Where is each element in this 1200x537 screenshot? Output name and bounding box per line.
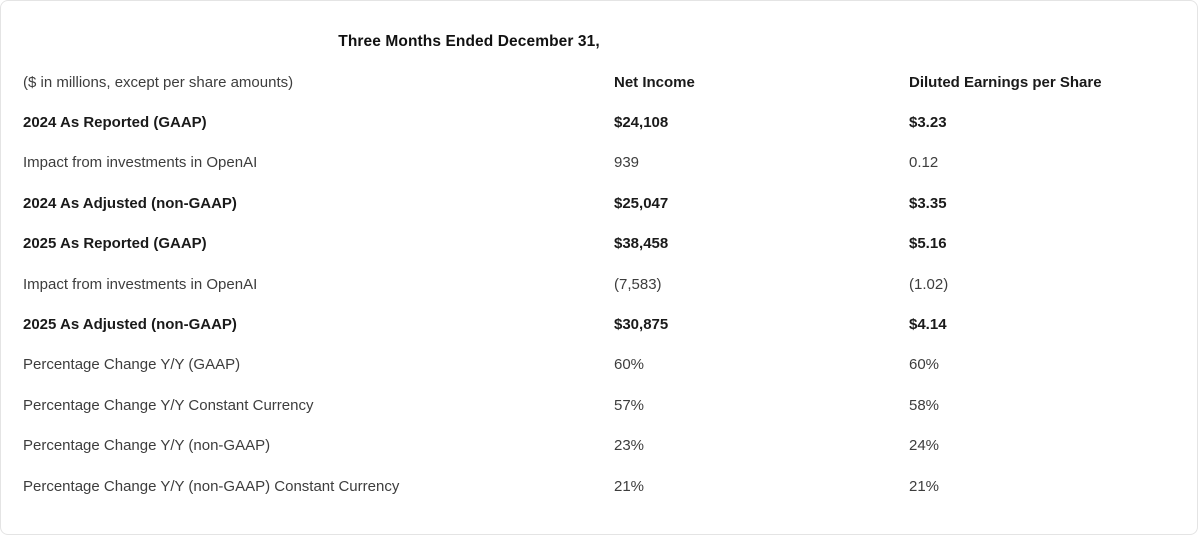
row-label: 2025 As Reported (GAAP) — [23, 235, 207, 253]
net-income-value: 57% — [614, 396, 645, 414]
net-income-value: 21% — [614, 477, 645, 495]
table-row: 2024 As Reported (GAAP) $24,108 $3.23 — [1, 102, 1197, 142]
table-row: 2024 As Adjusted (non-GAAP) $25,047 $3.3… — [1, 183, 1197, 223]
row-label: Percentage Change Y/Y (non-GAAP) Constan… — [23, 477, 400, 495]
table-row: Percentage Change Y/Y Constant Currency … — [1, 385, 1197, 425]
net-income-value: 60% — [614, 356, 645, 374]
diluted-eps-value: 60% — [909, 356, 940, 374]
column-header-net-income: Net Income — [614, 73, 695, 91]
row-label: 2024 As Reported (GAAP) — [23, 114, 207, 132]
net-income-value: $25,047 — [614, 194, 669, 212]
table-row: Percentage Change Y/Y (non-GAAP) Constan… — [1, 466, 1197, 506]
diluted-eps-value: 58% — [909, 396, 940, 414]
table-row: Impact from investments in OpenAI 939 0.… — [1, 143, 1197, 183]
diluted-eps-value: $5.16 — [909, 235, 947, 253]
table-header-row: ($ in millions, except per share amounts… — [1, 62, 1197, 102]
net-income-value: $30,875 — [614, 316, 669, 334]
table-row: Percentage Change Y/Y (non-GAAP) 23% 24% — [1, 426, 1197, 466]
row-label: Impact from investments in OpenAI — [23, 154, 258, 172]
row-label: Percentage Change Y/Y Constant Currency — [23, 396, 314, 414]
diluted-eps-value: $3.23 — [909, 114, 947, 132]
page-title: Three Months Ended December 31, — [338, 33, 600, 50]
diluted-eps-value: $3.35 — [909, 194, 947, 212]
net-income-value: 939 — [614, 154, 640, 172]
table-row: Percentage Change Y/Y (GAAP) 60% 60% — [1, 345, 1197, 385]
row-label: Percentage Change Y/Y (non-GAAP) — [23, 437, 271, 455]
diluted-eps-value: (1.02) — [909, 275, 949, 293]
net-income-value: (7,583) — [614, 275, 662, 293]
units-note: ($ in millions, except per share amounts… — [23, 73, 294, 91]
diluted-eps-value: 24% — [909, 437, 940, 455]
row-label: 2024 As Adjusted (non-GAAP) — [23, 194, 237, 212]
diluted-eps-value: 21% — [909, 477, 940, 495]
row-label: Impact from investments in OpenAI — [23, 275, 258, 293]
table-row: 2025 As Adjusted (non-GAAP) $30,875 $4.1… — [1, 304, 1197, 344]
net-income-value: $24,108 — [614, 114, 669, 132]
table-body: 2024 As Reported (GAAP) $24,108 $3.23 Im… — [1, 102, 1197, 506]
table-row: Impact from investments in OpenAI (7,583… — [1, 264, 1197, 304]
row-label: Percentage Change Y/Y (GAAP) — [23, 356, 241, 374]
net-income-value: $38,458 — [614, 235, 669, 253]
net-income-value: 23% — [614, 437, 645, 455]
diluted-eps-value: $4.14 — [909, 316, 947, 334]
row-label: 2025 As Adjusted (non-GAAP) — [23, 316, 237, 334]
table-row: 2025 As Reported (GAAP) $38,458 $5.16 — [1, 224, 1197, 264]
column-header-diluted-eps: Diluted Earnings per Share — [909, 73, 1102, 91]
diluted-eps-value: 0.12 — [909, 154, 939, 172]
